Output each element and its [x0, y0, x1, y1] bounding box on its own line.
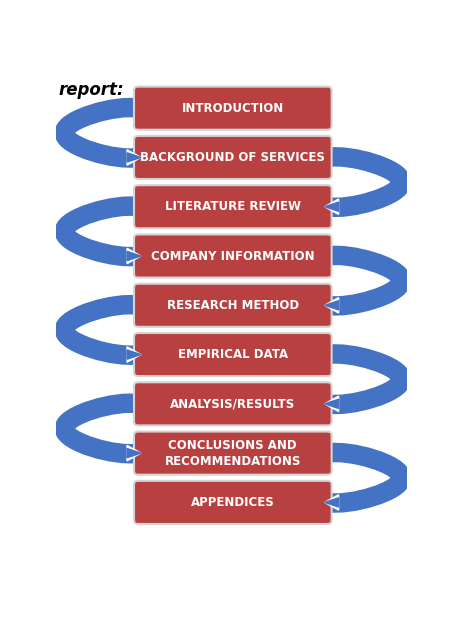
Polygon shape: [127, 350, 141, 359]
Text: EMPIRICAL DATA: EMPIRICAL DATA: [177, 348, 287, 361]
Polygon shape: [127, 449, 141, 457]
FancyBboxPatch shape: [133, 284, 331, 327]
Polygon shape: [127, 251, 141, 261]
Polygon shape: [127, 347, 141, 362]
Text: ANALYSIS/RESULTS: ANALYSIS/RESULTS: [170, 397, 295, 410]
Text: LITERATURE REVIEW: LITERATURE REVIEW: [165, 200, 300, 213]
Polygon shape: [324, 298, 338, 313]
FancyBboxPatch shape: [133, 431, 331, 475]
FancyBboxPatch shape: [133, 481, 331, 524]
Polygon shape: [127, 150, 141, 165]
Polygon shape: [127, 446, 141, 461]
FancyBboxPatch shape: [133, 136, 331, 179]
Text: INTRODUCTION: INTRODUCTION: [181, 102, 283, 115]
Polygon shape: [324, 498, 338, 507]
Polygon shape: [324, 301, 338, 310]
Text: CONCLUSIONS AND
RECOMMENDATIONS: CONCLUSIONS AND RECOMMENDATIONS: [164, 439, 300, 467]
Text: RESEARCH METHOD: RESEARCH METHOD: [166, 299, 298, 312]
Polygon shape: [324, 495, 338, 510]
Polygon shape: [324, 202, 338, 211]
Polygon shape: [324, 399, 338, 409]
Text: APPENDICES: APPENDICES: [190, 496, 274, 509]
FancyBboxPatch shape: [133, 235, 331, 277]
FancyBboxPatch shape: [133, 87, 331, 130]
Text: report:: report:: [59, 81, 124, 99]
Polygon shape: [127, 153, 141, 162]
Text: COMPANY INFORMATION: COMPANY INFORMATION: [151, 249, 314, 262]
FancyBboxPatch shape: [133, 333, 331, 376]
Polygon shape: [324, 396, 338, 412]
Polygon shape: [324, 199, 338, 214]
Polygon shape: [127, 248, 141, 264]
FancyBboxPatch shape: [133, 185, 331, 228]
Text: BACKGROUND OF SERVICES: BACKGROUND OF SERVICES: [140, 151, 325, 164]
FancyBboxPatch shape: [133, 383, 331, 425]
